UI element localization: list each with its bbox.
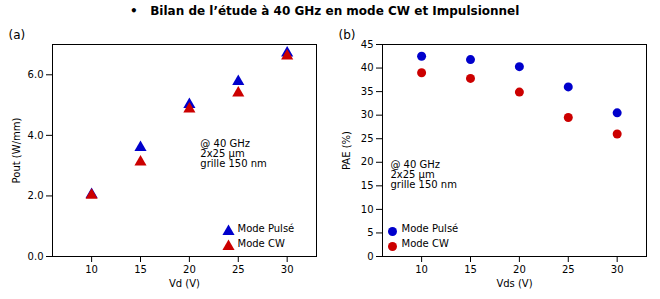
svg-text:20: 20: [361, 156, 374, 167]
svg-text:25: 25: [232, 264, 245, 275]
svg-text:40: 40: [361, 62, 374, 73]
svg-text:Mode CW: Mode CW: [402, 238, 449, 249]
svg-text:10: 10: [85, 264, 98, 275]
svg-text:15: 15: [361, 180, 374, 191]
svg-text:Mode CW: Mode CW: [238, 238, 285, 249]
svg-text:@ 40 GHz2x25 μmgrille 150 nm: @ 40 GHz2x25 μmgrille 150 nm: [390, 159, 456, 190]
svg-text:10: 10: [361, 204, 374, 215]
svg-text:Pout (W/mm): Pout (W/mm): [11, 118, 22, 184]
svg-text:4.0: 4.0: [28, 130, 44, 141]
svg-text:Mode Pulsé: Mode Pulsé: [402, 223, 459, 234]
svg-text:5: 5: [367, 227, 373, 238]
svg-text:(b): (b): [339, 28, 356, 42]
svg-text:15: 15: [464, 264, 477, 275]
svg-text:0.0: 0.0: [28, 251, 44, 262]
svg-text:@ 40 GHz2x25 μmgrille 150 nm: @ 40 GHz2x25 μmgrille 150 nm: [200, 138, 266, 169]
svg-text:30: 30: [281, 264, 294, 275]
svg-text:45: 45: [361, 39, 374, 50]
svg-text:(a): (a): [9, 28, 26, 42]
svg-text:15: 15: [134, 264, 147, 275]
svg-text:2.0: 2.0: [28, 190, 44, 201]
svg-text:10: 10: [415, 264, 428, 275]
svg-text:PAE (%): PAE (%): [341, 131, 352, 170]
svg-text:Mode Pulsé: Mode Pulsé: [238, 223, 295, 234]
svg-text:20: 20: [513, 264, 526, 275]
svg-text:35: 35: [361, 86, 374, 97]
svg-text:6.0: 6.0: [28, 69, 44, 80]
svg-text:25: 25: [562, 264, 575, 275]
svg-text:Vd (V): Vd (V): [169, 278, 200, 289]
svg-text:20: 20: [183, 264, 196, 275]
svg-text:30: 30: [361, 109, 374, 120]
html-text:• Bilan de l’étude à 40 GHz en: • Bilan de l’étude à 40 GHz en mode CW e…: [130, 4, 520, 18]
svg-text:30: 30: [611, 264, 624, 275]
svg-text:25: 25: [361, 133, 374, 144]
svg-text:0: 0: [367, 251, 373, 262]
svg-text:Vds (V): Vds (V): [496, 278, 532, 289]
